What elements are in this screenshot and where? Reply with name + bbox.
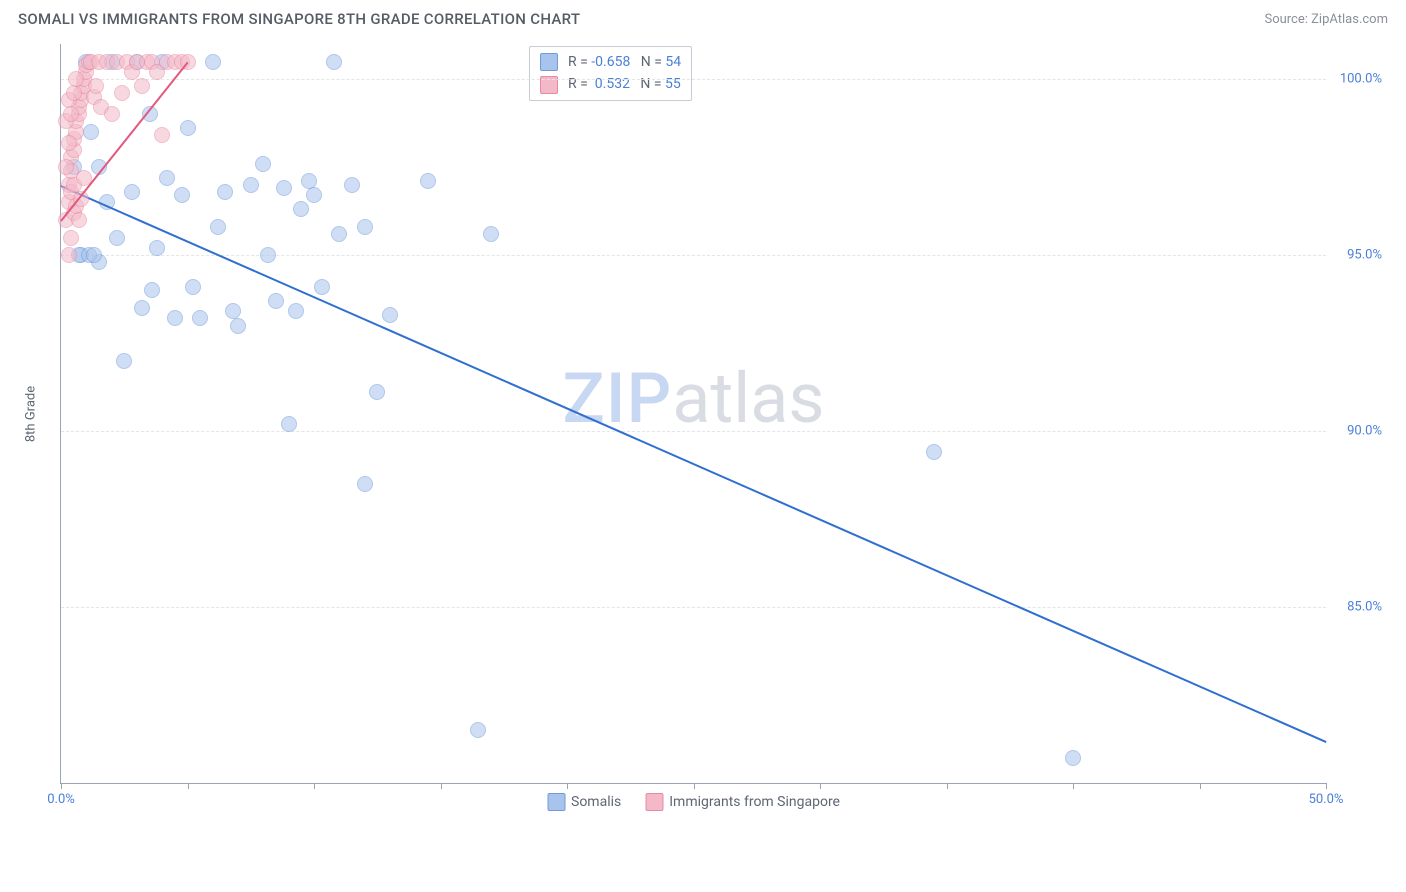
data-point <box>144 282 160 298</box>
legend-text-singapore: R = 0.532 N = 55 <box>568 73 681 95</box>
legend-label: Immigrants from Singapore <box>669 794 840 810</box>
plot-area: ZIPatlas 8th Grade R = -0.658 N = 54 R =… <box>60 44 1326 784</box>
x-tick <box>61 783 62 789</box>
y-tick-label: 95.0% <box>1347 248 1382 263</box>
data-point <box>382 307 398 323</box>
legend-swatch-icon <box>645 793 663 811</box>
x-tick-label: 50.0% <box>1309 792 1344 807</box>
data-point <box>88 78 104 94</box>
data-point <box>268 293 284 309</box>
trend-line <box>61 185 1327 743</box>
data-point <box>331 226 347 242</box>
x-tick <box>314 783 315 789</box>
x-tick <box>947 783 948 789</box>
data-point <box>66 85 82 101</box>
data-point <box>255 156 271 172</box>
data-point <box>71 212 87 228</box>
source-attribution: Source: ZipAtlas.com <box>1264 12 1388 27</box>
data-point <box>1065 750 1081 766</box>
gridline <box>61 255 1326 256</box>
data-point <box>306 187 322 203</box>
legend-swatch-icon <box>547 793 565 811</box>
data-point <box>114 85 130 101</box>
x-tick-label: 0.0% <box>47 792 75 807</box>
correlation-legend: R = -0.658 N = 54 R = 0.532 N = 55 <box>529 46 692 101</box>
data-point <box>63 230 79 246</box>
data-point <box>483 226 499 242</box>
data-point <box>281 416 297 432</box>
data-point <box>276 180 292 196</box>
legend-item-singapore: Immigrants from Singapore <box>645 793 840 811</box>
y-tick-label: 85.0% <box>1347 600 1382 615</box>
x-tick <box>441 783 442 789</box>
legend-swatch-somalis <box>540 53 558 71</box>
data-point <box>210 219 226 235</box>
legend-text-somalis: R = -0.658 N = 54 <box>568 51 681 73</box>
x-tick <box>1200 783 1201 789</box>
legend-row-somalis: R = -0.658 N = 54 <box>540 51 681 73</box>
watermark-zip: ZIP <box>563 358 673 440</box>
data-point <box>314 279 330 295</box>
gridline <box>61 79 1326 80</box>
data-point <box>926 444 942 460</box>
data-point <box>104 106 120 122</box>
watermark-atlas: atlas <box>672 358 824 440</box>
data-point <box>230 318 246 334</box>
data-point <box>260 247 276 263</box>
data-point <box>217 184 233 200</box>
legend-row-singapore: R = 0.532 N = 55 <box>540 73 681 95</box>
data-point <box>134 300 150 316</box>
data-point <box>149 240 165 256</box>
y-tick-label: 100.0% <box>1340 72 1382 87</box>
x-tick <box>694 783 695 789</box>
data-point <box>154 127 170 143</box>
data-point <box>58 159 74 175</box>
data-point <box>83 124 99 140</box>
x-tick <box>1073 783 1074 789</box>
data-point <box>293 201 309 217</box>
data-point <box>344 177 360 193</box>
data-point <box>124 184 140 200</box>
data-point <box>369 384 385 400</box>
x-tick <box>1326 783 1327 789</box>
data-point <box>86 247 102 263</box>
data-point <box>185 279 201 295</box>
data-point <box>174 187 190 203</box>
x-tick <box>820 783 821 789</box>
chart-title: SOMALI VS IMMIGRANTS FROM SINGAPORE 8TH … <box>18 10 580 28</box>
series-legend: Somalis Immigrants from Singapore <box>547 793 840 811</box>
data-point <box>61 247 77 263</box>
data-point <box>470 722 486 738</box>
data-point <box>61 135 77 151</box>
gridline <box>61 431 1326 432</box>
data-point <box>357 219 373 235</box>
data-point <box>420 173 436 189</box>
chart-header: SOMALI VS IMMIGRANTS FROM SINGAPORE 8TH … <box>0 0 1406 34</box>
data-point <box>116 353 132 369</box>
gridline <box>61 607 1326 608</box>
data-point <box>109 230 125 246</box>
data-point <box>68 71 84 87</box>
data-point <box>288 303 304 319</box>
watermark: ZIPatlas <box>563 358 825 440</box>
x-tick <box>567 783 568 789</box>
data-point <box>167 310 183 326</box>
data-point <box>243 177 259 193</box>
y-tick-label: 90.0% <box>1347 424 1382 439</box>
data-point <box>63 106 79 122</box>
data-point <box>159 170 175 186</box>
data-point <box>357 476 373 492</box>
y-axis-title: 8th Grade <box>24 385 39 441</box>
data-point <box>192 310 208 326</box>
x-tick <box>188 783 189 789</box>
data-point <box>134 78 150 94</box>
chart-container: ZIPatlas 8th Grade R = -0.658 N = 54 R =… <box>50 34 1386 834</box>
legend-label: Somalis <box>571 794 621 810</box>
data-point <box>326 54 342 70</box>
data-point <box>180 120 196 136</box>
data-point <box>205 54 221 70</box>
legend-item-somalis: Somalis <box>547 793 621 811</box>
